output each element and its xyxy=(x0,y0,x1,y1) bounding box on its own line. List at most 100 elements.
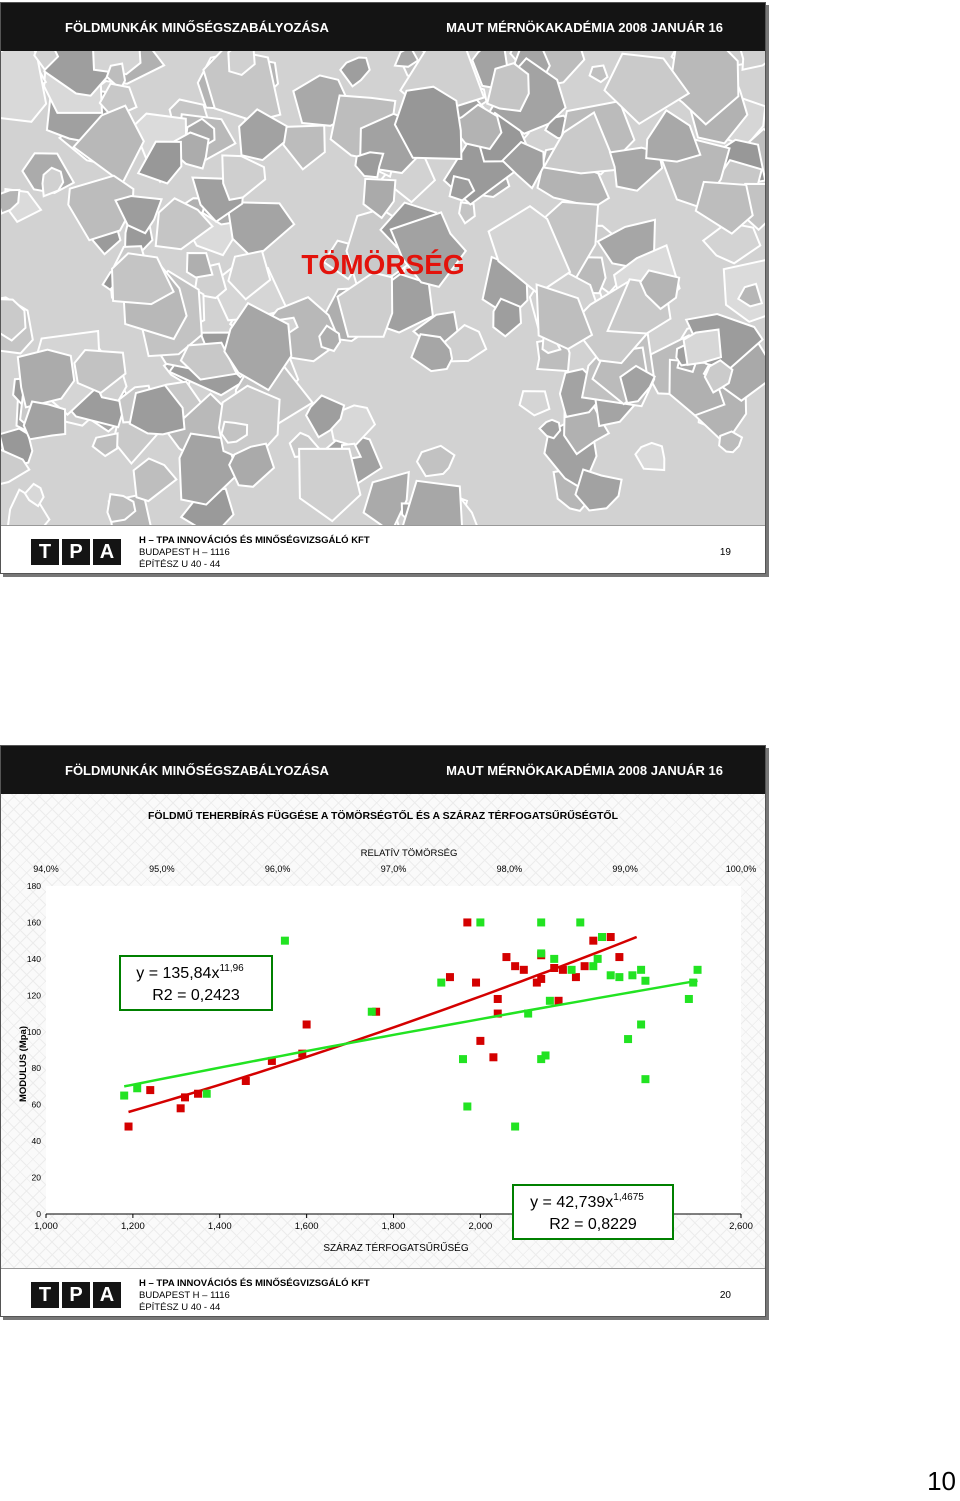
stone-shape xyxy=(179,341,239,381)
stone-shape xyxy=(619,364,656,405)
green-data-point xyxy=(589,962,598,971)
stone-shape xyxy=(185,251,214,279)
stone-shape xyxy=(304,394,346,439)
stone-shape xyxy=(282,124,326,171)
green-data-point xyxy=(541,1051,550,1060)
y-tick-label: 80 xyxy=(32,1063,42,1073)
y-tick-label: 40 xyxy=(32,1136,42,1146)
green-data-point xyxy=(545,996,554,1005)
green-data-point xyxy=(637,1020,646,1029)
red-data-point xyxy=(580,962,589,971)
header-right-title: MAUT MÉRNÖKAKADÉMIA 2008 JANUÁR 16 xyxy=(446,20,723,35)
red-data-point xyxy=(558,965,567,974)
red-data-point xyxy=(493,994,502,1003)
red-data-point xyxy=(194,1089,203,1098)
green-data-point xyxy=(459,1055,467,1064)
stone-shape xyxy=(393,51,420,68)
stone-shape xyxy=(298,447,362,523)
green-data-point xyxy=(606,971,615,980)
stone-shape xyxy=(1,298,27,342)
header-left-title: FÖLDMUNKÁK MINŐSÉGSZABÁLYOZÁSA xyxy=(65,20,329,35)
r-squared-text: R2 = 0,8229 xyxy=(549,1216,637,1233)
y-tick-label: 160 xyxy=(27,917,41,927)
x-tick-label: 1,200 xyxy=(121,1221,145,1232)
header-left-title: FÖLDMUNKÁK MINŐSÉGSZABÁLYOZÁSA xyxy=(65,763,329,778)
x-tick-label: 1,400 xyxy=(208,1221,232,1232)
top-tick-label: 96,0% xyxy=(265,864,291,874)
x-tick-label: 2,000 xyxy=(468,1221,492,1232)
stone-shape xyxy=(106,492,137,524)
stone-shape xyxy=(458,201,476,225)
red-data-point xyxy=(519,965,528,974)
red-data-point xyxy=(489,1053,498,1062)
green-data-point xyxy=(202,1089,211,1098)
stone-shape xyxy=(221,154,267,202)
red-data-point xyxy=(181,1093,189,1102)
stone-shape xyxy=(645,108,702,163)
green-data-point xyxy=(550,954,559,963)
green-data-point xyxy=(367,1007,376,1016)
stone-shape xyxy=(223,301,293,392)
red-data-point xyxy=(445,973,454,982)
red-data-point xyxy=(550,964,559,972)
green-data-point xyxy=(693,965,702,974)
x-tick-label: 1,800 xyxy=(382,1221,406,1232)
stone-shape xyxy=(136,140,183,185)
stone-shape xyxy=(639,269,681,311)
slide-title: TÖMÖRSÉG xyxy=(301,249,465,280)
stone-shape xyxy=(694,180,754,235)
stone-shape xyxy=(535,283,594,351)
top-tick-label: 97,0% xyxy=(381,864,407,874)
red-data-point xyxy=(372,1007,381,1016)
green-data-point xyxy=(537,949,546,958)
stone-texture-image xyxy=(1,51,765,526)
red-data-point xyxy=(537,974,546,983)
top-tick-label: 95,0% xyxy=(149,864,175,874)
red-equation-box: y = 135,84x11,96 R2 = 0,2423 xyxy=(119,955,273,1011)
green-data-point xyxy=(641,976,650,985)
red-data-point xyxy=(571,973,580,982)
green-trendline xyxy=(123,979,698,1088)
stone-shape xyxy=(588,64,609,84)
green-data-point xyxy=(576,918,585,927)
stone-shape xyxy=(401,479,464,526)
x-axis-label: SZÁRAZ TÉRFOGATSŰRŰSÉG xyxy=(323,1240,468,1254)
red-data-point xyxy=(267,1056,276,1065)
stone-shape xyxy=(739,51,765,71)
green-data-point xyxy=(615,973,624,982)
stone-shape xyxy=(33,51,60,72)
green-data-point xyxy=(511,1122,520,1131)
green-data-point xyxy=(537,1055,546,1064)
red-data-point xyxy=(493,1009,502,1018)
green-data-point xyxy=(684,994,693,1003)
stone-shape xyxy=(238,108,288,162)
red-data-point xyxy=(176,1104,185,1113)
y-axis-label: MODULUS (Mpa) xyxy=(18,1026,29,1102)
stone-shape xyxy=(501,140,545,190)
x-tick-label: 2,600 xyxy=(729,1221,753,1232)
stone-shape xyxy=(154,197,214,251)
red-data-point xyxy=(124,1122,133,1131)
header-right-title: MAUT MÉRNÖKAKADÉMIA 2008 JANUÁR 16 xyxy=(446,763,723,778)
stone-shape xyxy=(538,418,562,440)
red-data-point xyxy=(298,1049,307,1058)
y-tick-label: 120 xyxy=(27,990,41,1000)
y-tick-label: 0 xyxy=(36,1209,41,1219)
stone-shape xyxy=(718,430,744,454)
green-data-point xyxy=(624,1035,633,1044)
stone-shape xyxy=(486,62,530,113)
stone-shape xyxy=(518,390,551,417)
red-data-point xyxy=(472,978,481,987)
red-data-point xyxy=(589,936,598,945)
red-data-point xyxy=(476,1036,485,1045)
red-data-point xyxy=(615,953,624,962)
stone-shape xyxy=(389,211,468,289)
chart-area: FÖLDMŰ TEHERBÍRÁS FÜGGÉSE A TÖMÖRSÉGTŐL … xyxy=(18,809,756,1254)
plot-area xyxy=(46,886,741,1214)
green-data-point xyxy=(598,933,606,942)
stone-shape xyxy=(443,323,488,363)
green-data-point xyxy=(476,918,485,927)
